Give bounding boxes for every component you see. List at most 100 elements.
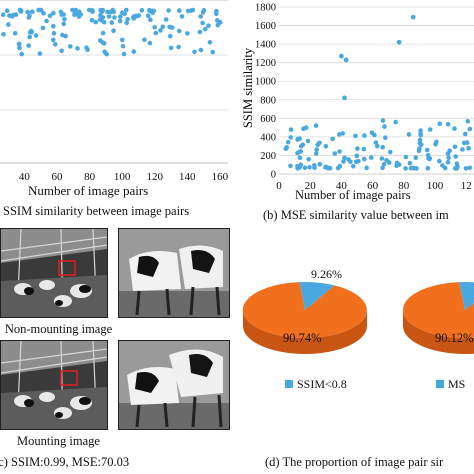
mse-point [463,131,468,137]
mse-outlier-point [396,39,402,45]
mse-point [342,155,347,161]
ssim-point [117,18,123,24]
ssim-point [206,23,211,29]
mse-point [288,135,293,140]
mse-point [362,156,367,162]
mse-point [307,165,312,170]
mse-point [386,160,392,165]
mse-point [424,147,430,153]
legend-label-ssim: SSIM<0.8 [297,377,347,391]
mse-y-tick: 1400 [255,40,276,51]
ssim-point [215,22,221,28]
legend-swatch-mse [436,380,444,388]
mse-point [317,161,323,167]
ssim-point [118,14,123,19]
mse-point [313,151,319,156]
ssim-x-tick: 60 [52,171,64,183]
mse-x-tick: 20 [305,180,317,192]
mse-point [305,138,311,144]
ssim-point [198,14,203,19]
mse-y-tick: 0 [271,170,276,181]
mse-outlier-point [343,57,349,63]
mse-point [313,123,319,128]
ssim-point [98,13,103,18]
ssim-point [33,33,39,38]
ssim-panel-caption: (a) SSIM similarity between image pairs [0,204,190,218]
ssim-point [163,17,169,22]
mse-point [383,135,388,140]
ssim-point [44,18,49,24]
mse-y-tick: 1000 [255,77,276,88]
ssim-point [185,8,191,14]
mse-point [298,162,304,167]
ssim-point [89,17,95,23]
ssim-point [207,40,213,45]
mse-point [394,160,400,166]
ssim-point [87,7,92,13]
ssim-point [142,37,147,43]
ssim-point [53,42,58,47]
mse-point [445,159,451,165]
ssim-gridlines [0,0,228,111]
mse-point [314,147,319,152]
mse-outlier-point [342,95,347,101]
ssim-pie-major-slice [242,282,367,339]
legend-label-mse: MS [448,377,465,391]
mse-point [452,126,457,131]
ssim-point [121,51,127,57]
mse-y-tick: 600 [260,114,276,125]
mse-point [417,137,423,143]
mse-point [330,136,335,142]
ssim-point [124,20,129,26]
ssim-point [185,31,190,36]
ssim-point [192,49,197,55]
ssim-point [29,28,34,34]
mse-point [437,121,442,126]
ssim-point [200,20,205,26]
mse-point [416,148,422,154]
mse-point [337,132,342,137]
mse-point [288,163,293,169]
ssim-point [131,49,137,54]
ssim-point [125,17,130,22]
ssim-point [166,8,171,13]
mse-point [327,165,333,171]
ssim-point [27,34,32,40]
ssim-point [215,18,220,23]
ssim-point [29,9,35,14]
ssim-point [198,47,204,53]
mse-point [355,146,360,151]
ssim-point [100,30,106,36]
mse-outlier-point [339,53,344,59]
ssim-point [104,51,109,57]
mse-y-tick: 400 [260,132,276,143]
ssim-point [160,24,166,30]
mse-point [335,165,341,171]
mse-point [454,161,460,166]
ssim-x-ticks: 40 60 80 100 120 140 160 [19,171,229,183]
mse-point [452,144,458,150]
ssim-point [59,48,64,54]
mse-y-tick: 1600 [255,21,276,32]
ssim-point [176,44,181,50]
mse-point [306,157,311,162]
ssim-x-tick: 40 [19,171,31,183]
mse-point [433,141,438,147]
mse-point [445,122,451,127]
ssim-point [153,30,159,36]
mse-point [425,165,431,171]
ssim-pie: 90.74% 9.26% [242,267,367,354]
ssim-point [27,13,32,18]
ssim-point [37,51,43,56]
ssim-point [139,7,145,13]
mounting-barn-photo [0,340,108,430]
mounting-crop-photo [118,340,230,430]
mse-x-ticks: 0 20 40 60 80 100 12 [276,180,471,192]
mse-point [285,140,291,145]
ssim-point [111,28,116,33]
mse-point [375,143,380,149]
mse-x-tick: 40 [336,180,348,192]
ssim-point [210,49,215,55]
ssim-point [84,45,89,50]
mse-point [364,165,369,171]
